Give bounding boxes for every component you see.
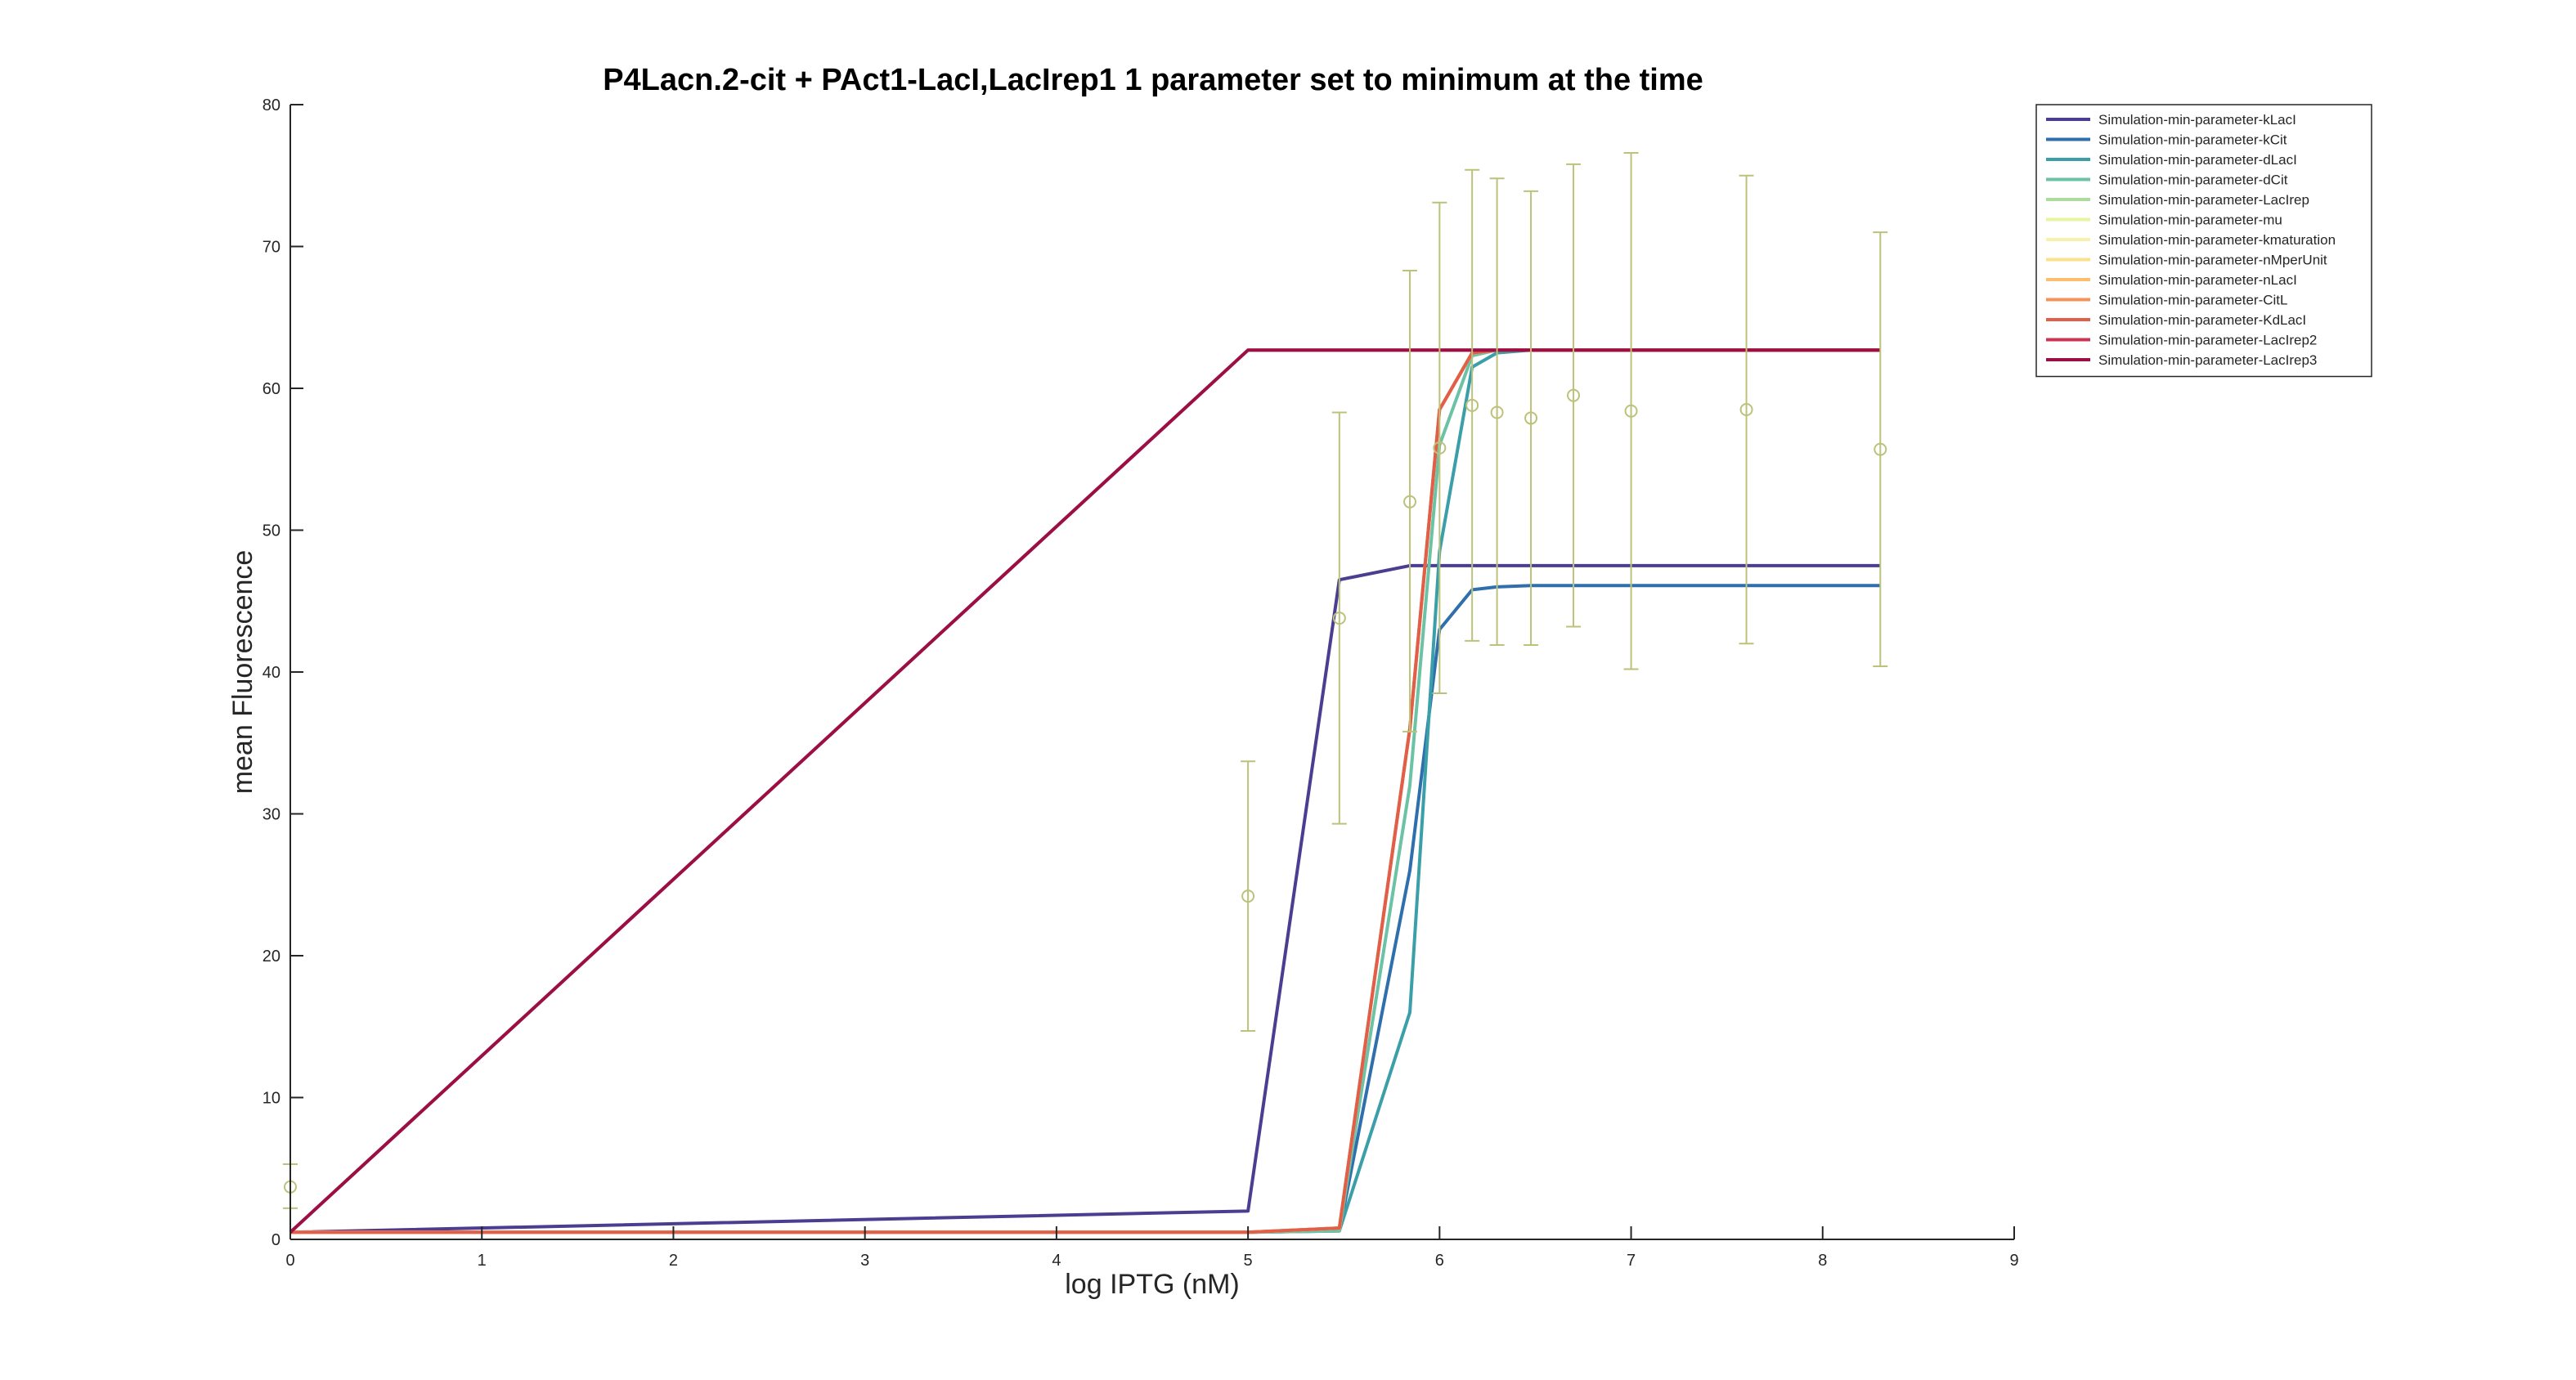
legend-box	[2035, 104, 2372, 378]
series-line-0	[289, 563, 1881, 1234]
x-tick-label: 4	[1052, 1252, 1061, 1270]
legend-item: Simulation-min-parameter-mu	[2046, 213, 2282, 228]
legend-label: Simulation-min-parameter-LacIrep3	[2098, 352, 2317, 368]
errorbar-point-1	[1241, 760, 1256, 1032]
data-marker	[1332, 612, 1346, 625]
chart-title: P4Lacn.2-cit + PAct1-LacI,LacIrep1 1 par…	[603, 63, 1703, 97]
x-tick-label: 8	[1818, 1252, 1827, 1270]
x-tick-label: 5	[1244, 1252, 1253, 1270]
data-marker	[1241, 889, 1255, 903]
legend-item: Simulation-min-parameter-dCit	[2046, 172, 2288, 188]
data-marker	[1433, 441, 1447, 455]
errorbar-point-6	[1489, 177, 1505, 647]
errorbar-point-2	[1331, 411, 1347, 825]
legend-label: Simulation-min-parameter-dCit	[2098, 172, 2288, 188]
x-tick-label: 7	[1627, 1252, 1636, 1270]
data-marker	[1739, 403, 1753, 417]
y-tick-label: 0	[272, 1231, 280, 1249]
y-tick-label: 80	[263, 96, 280, 114]
legend-label: Simulation-min-parameter-nLacI	[2098, 272, 2297, 288]
errorbar-layer	[283, 151, 1888, 1209]
x-tick-label: 9	[2009, 1252, 2018, 1270]
x-tick-label: 0	[285, 1252, 294, 1270]
legend-item: Simulation-min-parameter-LacIrep2	[2046, 333, 2317, 348]
legend-item: Simulation-min-parameter-dLacI	[2046, 152, 2297, 168]
data-marker	[1465, 398, 1479, 412]
legend-label: Simulation-min-parameter-mu	[2098, 213, 2282, 228]
errorbar-point-9	[1623, 151, 1639, 670]
legend-label: Simulation-min-parameter-nMperUnit	[2098, 253, 2327, 268]
data-marker	[1524, 411, 1538, 425]
data-marker	[1624, 404, 1638, 418]
data-marker	[1874, 442, 1887, 456]
errorbar-point-3	[1402, 269, 1418, 733]
plot-area	[290, 105, 2014, 1239]
legend-label: Simulation-min-parameter-LacIrep	[2098, 192, 2309, 208]
errorbar-point-11	[1873, 231, 1888, 668]
legend-label: Simulation-min-parameter-dLacI	[2098, 152, 2297, 168]
y-tick-label: 60	[263, 380, 280, 398]
legend-label: Simulation-min-parameter-kCit	[2098, 132, 2287, 148]
y-tick-label: 30	[263, 806, 280, 824]
y-tick-label: 40	[263, 664, 280, 682]
x-tick-label: 1	[478, 1252, 487, 1270]
legend-label: Simulation-min-parameter-CitL	[2098, 293, 2287, 308]
errorbar-point-4	[1432, 201, 1447, 695]
y-tick-label: 70	[263, 239, 280, 257]
legend-item: Simulation-min-parameter-LacIrep3	[2046, 352, 2317, 368]
legend-label: Simulation-min-parameter-KdLacI	[2098, 312, 2306, 328]
legend-item: Simulation-min-parameter-nMperUnit	[2046, 253, 2327, 268]
y-axis-label: mean Fluorescence	[227, 550, 258, 795]
legend-item: Simulation-min-parameter-nLacI	[2046, 272, 2297, 288]
x-tick-label: 3	[860, 1252, 869, 1270]
axes-layer: 0 1 2 3 4 5 6 7 8 9 0 10 20 30 40 50 60 70 80	[263, 96, 2019, 1270]
series-line-12	[289, 348, 1881, 1234]
x-tick-label: 2	[669, 1252, 678, 1270]
legend-item: Simulation-min-parameter-LacIrep	[2046, 192, 2309, 208]
y-tick-label: 50	[263, 522, 280, 540]
x-tick-label: 6	[1435, 1252, 1444, 1270]
errorbar-point-5	[1465, 168, 1480, 642]
legend-label: Simulation-min-parameter-kLacI	[2098, 112, 2296, 128]
y-tick-label: 10	[263, 1090, 280, 1108]
data-marker	[1490, 405, 1504, 419]
y-tick-label: 20	[263, 948, 280, 966]
errorbar-point-8	[1566, 163, 1582, 628]
legend-label: Simulation-min-parameter-LacIrep2	[2098, 333, 2317, 348]
legend: Simulation-min-parameter-kLacI Simulation…	[2035, 104, 2372, 378]
legend-item: Simulation-min-parameter-KdLacI	[2046, 312, 2306, 328]
legend-item: Simulation-min-parameter-kmaturation	[2046, 232, 2336, 248]
legend-item: Simulation-min-parameter-CitL	[2046, 293, 2287, 308]
series-layer	[289, 348, 1881, 1234]
legend-item: Simulation-min-parameter-kCit	[2046, 132, 2287, 148]
errorbar-point-7	[1524, 190, 1539, 647]
legend-item: Simulation-min-parameter-kLacI	[2046, 112, 2296, 128]
errorbar-point-10	[1739, 174, 1754, 645]
legend-label: Simulation-min-parameter-kmaturation	[2098, 232, 2336, 248]
x-axis-label: log IPTG (nM)	[1065, 1269, 1239, 1300]
data-marker	[1567, 388, 1581, 402]
data-marker	[1403, 495, 1417, 509]
